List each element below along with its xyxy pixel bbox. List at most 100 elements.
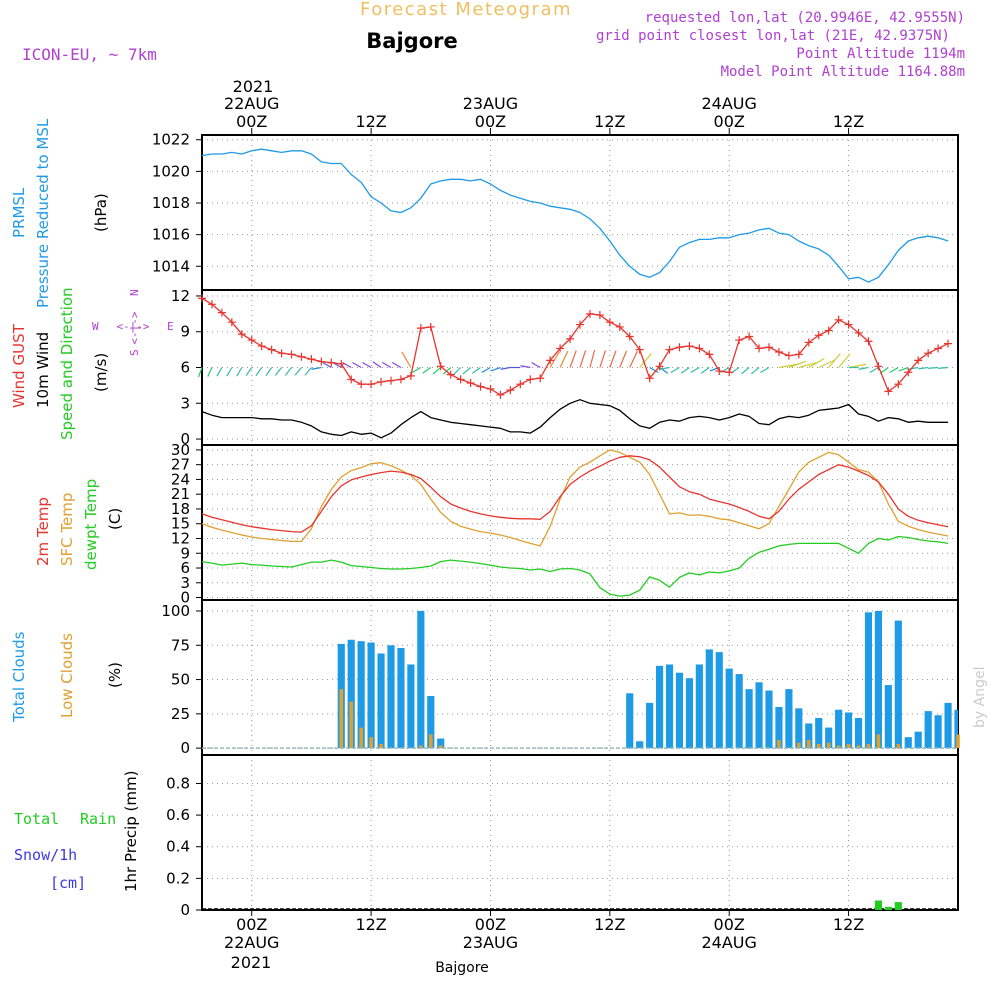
- gust-marker: [436, 362, 445, 371]
- ms-unit-label: (m/s): [92, 353, 110, 392]
- top-date-label: 24AUG: [701, 94, 756, 113]
- gust-marker: [774, 348, 783, 356]
- gust-marker: [426, 322, 435, 331]
- wind-direction-arrow: [481, 366, 491, 374]
- bottom-date-label: 23AUG: [463, 933, 518, 952]
- ytick-label: 3: [180, 394, 190, 412]
- total-cloud-bar: [864, 612, 873, 749]
- ytick-label: 9: [180, 323, 190, 341]
- top-tick-label: 00Z: [236, 112, 267, 131]
- low-cloud-bar: [339, 689, 344, 749]
- gust-marker: [685, 342, 694, 351]
- bottom-date-label: 22AUG: [224, 933, 279, 952]
- clouds-labels: Total Clouds Low Clouds (%): [10, 631, 124, 723]
- top-tick-label: 00Z: [475, 112, 506, 131]
- total-cloud-bar: [795, 708, 803, 749]
- gust-marker: [456, 375, 465, 384]
- gust-marker: [854, 328, 863, 337]
- bottom-year-label: 2021: [231, 953, 272, 972]
- gust-marker: [476, 382, 485, 391]
- low-cloud-bar: [896, 744, 901, 749]
- gust-marker: [804, 338, 813, 347]
- total-cloud-bar: [914, 731, 922, 749]
- wind-direction-arrow: [659, 366, 670, 370]
- low-cloud-bar: [369, 737, 373, 749]
- low-cloud-bar: [876, 734, 881, 749]
- compass-west: W: [92, 320, 99, 333]
- bottom-tick-label: 00Z: [475, 915, 506, 934]
- total-cloud-bar: [636, 741, 644, 749]
- temp2m-line: [201, 455, 949, 533]
- total-clouds-label: Total Clouds: [10, 631, 28, 723]
- ytick-label: 30: [171, 441, 190, 459]
- wind-direction-arrow: [207, 367, 213, 377]
- gust-marker: [277, 349, 286, 358]
- compass-north: N: [128, 289, 141, 296]
- wind-direction-arrow: [382, 361, 392, 369]
- total-cloud-bar: [655, 665, 664, 749]
- gust-marker: [526, 375, 535, 384]
- ytick-label: 0.6: [166, 806, 190, 824]
- chart-title: Forecast Meteogram: [360, 0, 572, 20]
- gust-marker: [635, 345, 644, 354]
- wind-direction-arrow: [928, 366, 939, 369]
- wind-labels: Wind GUST 10m Wind Speed and Direction (…: [10, 287, 174, 440]
- wind-direction-arrow: [520, 365, 531, 369]
- total-cloud-bar: [765, 690, 773, 749]
- gust-marker: [227, 318, 236, 327]
- dewpt-label: dewpt Temp: [82, 479, 100, 570]
- wind-direction-arrow: [432, 367, 442, 375]
- wind-direction-arrow: [401, 351, 412, 368]
- ytick-label: 0: [180, 589, 190, 607]
- wind-direction-arrow: [422, 367, 432, 374]
- wind-direction-arrow: [828, 353, 841, 368]
- gust-marker: [486, 384, 495, 393]
- gust-marker: [745, 332, 754, 341]
- gust-marker: [327, 358, 336, 367]
- total-cloud-bar: [944, 702, 952, 749]
- total-cloud-bar: [367, 642, 375, 749]
- rain-bar: [874, 900, 883, 910]
- gust-marker: [307, 355, 316, 364]
- gust-marker: [844, 320, 853, 329]
- celsius-unit-label: (C): [106, 508, 124, 530]
- wind-gust-line: [201, 297, 949, 396]
- wind-direction-arrow: [670, 366, 680, 374]
- total-cloud-bar: [715, 652, 723, 749]
- top-tick-label: 00Z: [714, 112, 745, 131]
- total-cloud-bar: [894, 620, 902, 749]
- gust-marker: [207, 300, 216, 309]
- low-cloud-bar: [438, 745, 443, 749]
- top-date-label: 22AUG: [224, 94, 279, 113]
- gust-marker: [595, 311, 604, 320]
- gust-marker: [496, 390, 505, 399]
- footer-station: Bajgore: [435, 960, 489, 976]
- total-cloud-bar: [397, 648, 405, 749]
- wind-direction-arrow: [311, 366, 322, 370]
- low-clouds-label: Low Clouds: [58, 633, 76, 718]
- gust-marker: [357, 380, 366, 389]
- rain-bar: [894, 902, 902, 910]
- total-cloud-bar: [755, 682, 763, 749]
- gust-marker: [377, 377, 386, 386]
- ytick-label: 21: [171, 485, 190, 503]
- low-cloud-bar: [349, 701, 354, 749]
- top-tick-label: 12Z: [355, 112, 386, 131]
- gust-marker: [864, 337, 873, 346]
- station-name: Bajgore: [366, 29, 457, 53]
- wind-direction-arrow: [639, 353, 652, 368]
- wind-direction-arrow: [490, 366, 501, 372]
- wind-direction-arrow: [216, 367, 223, 377]
- ytick-label: 27: [171, 456, 190, 474]
- total-cloud-bar: [735, 674, 743, 749]
- gust-marker: [615, 322, 624, 331]
- total-cloud-bar: [825, 727, 833, 749]
- gust-marker: [576, 320, 584, 329]
- wind-direction-arrow: [559, 350, 569, 368]
- gust-marker: [944, 339, 953, 348]
- gust-marker: [317, 357, 326, 366]
- ytick-label: 25: [171, 705, 190, 723]
- total-cloud-bar: [357, 641, 365, 749]
- wind-direction-arrow: [255, 367, 263, 377]
